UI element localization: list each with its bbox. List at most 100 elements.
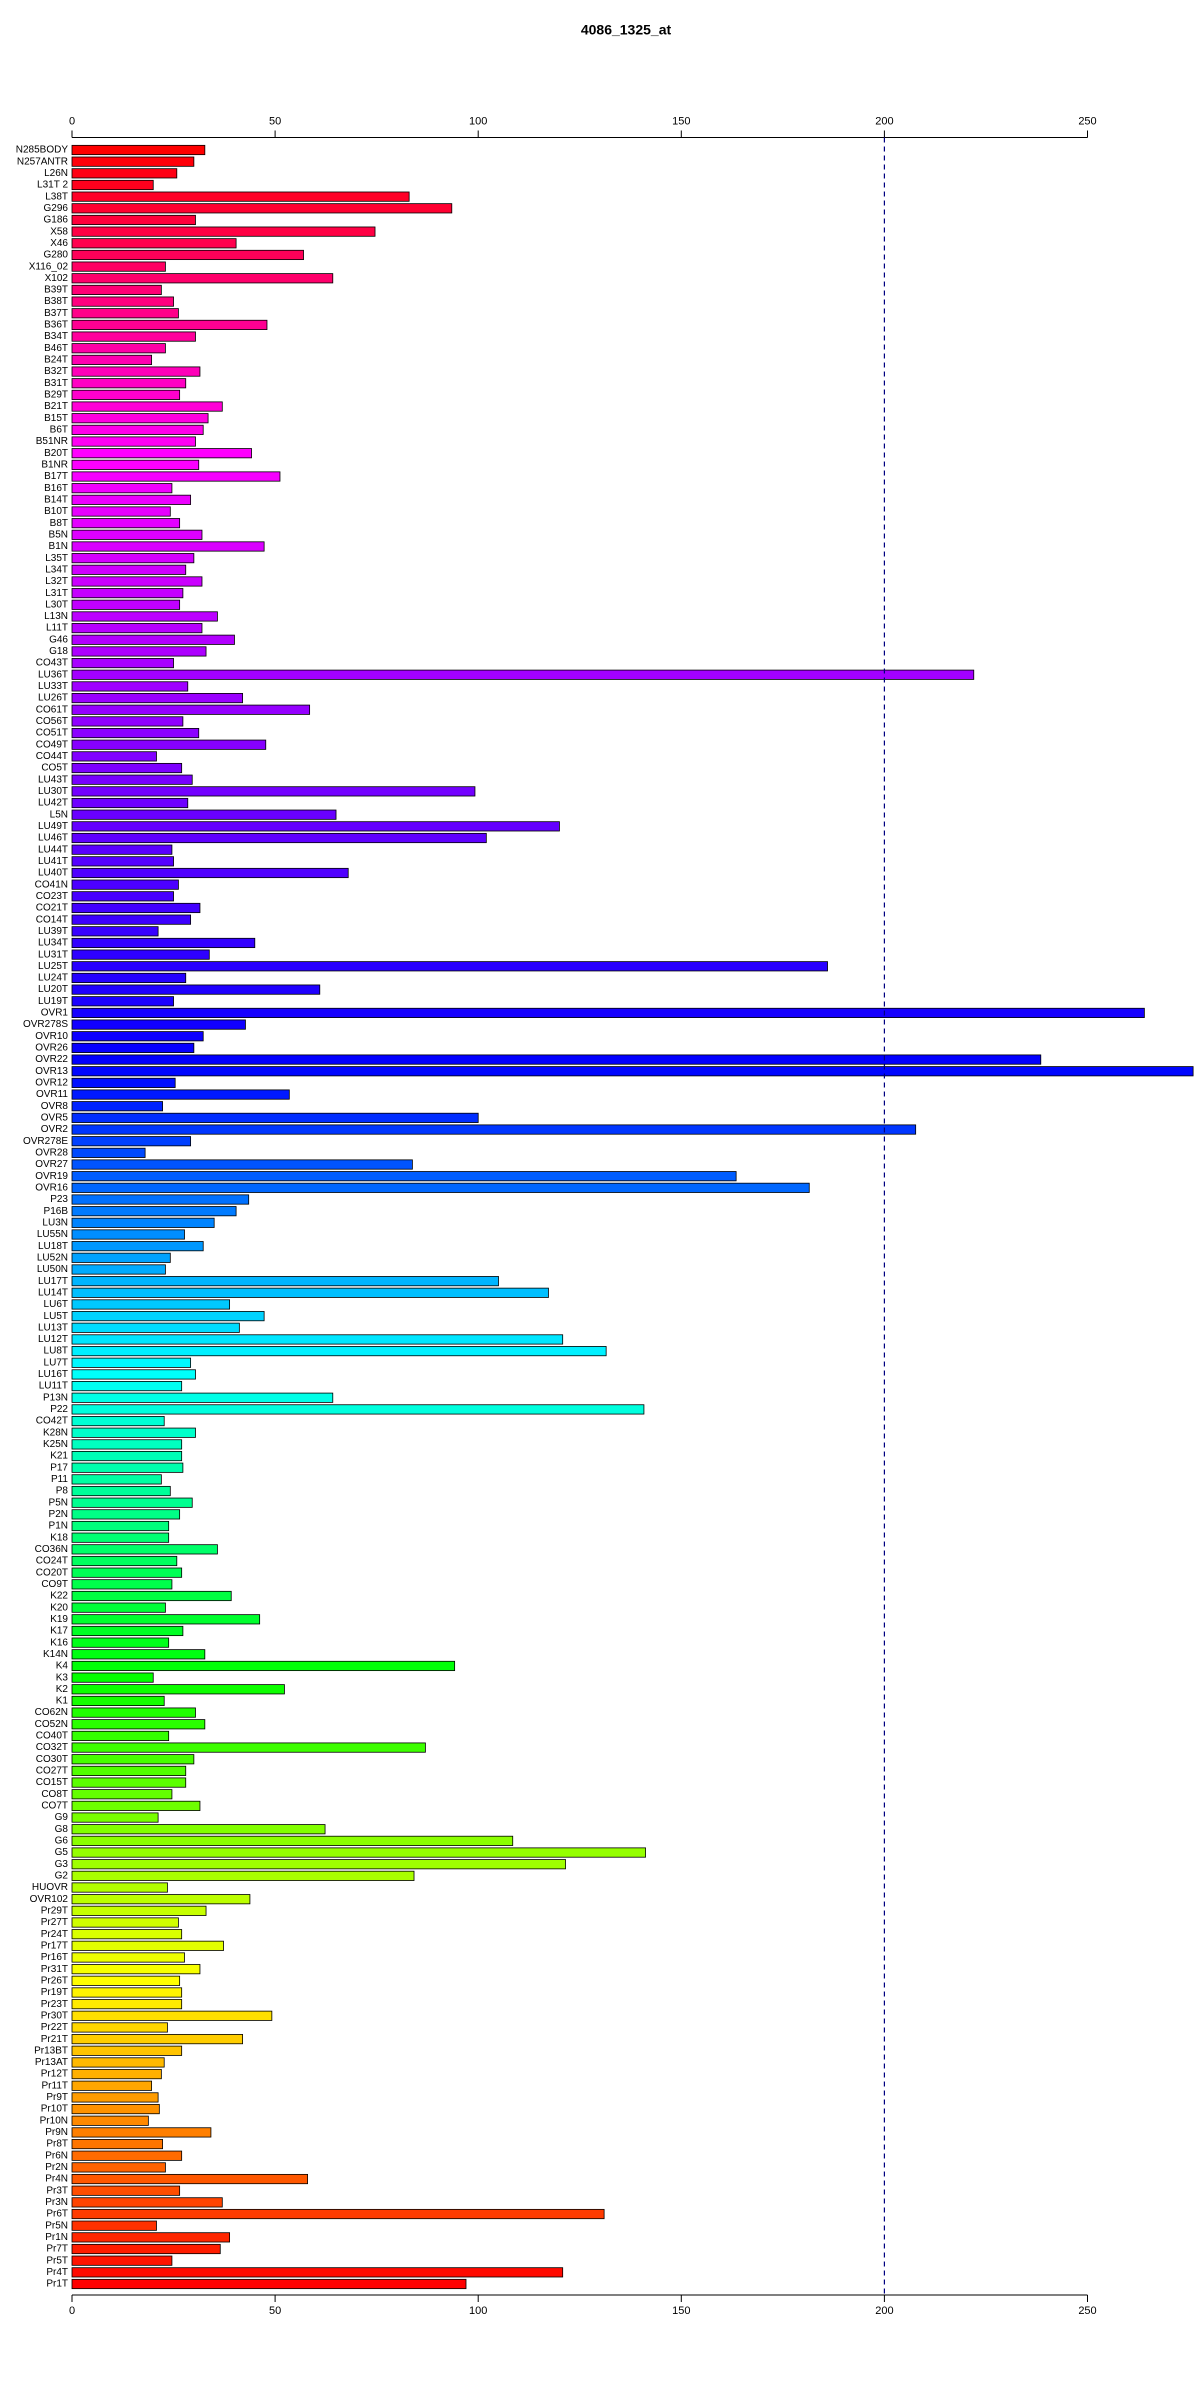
bar (71, 1136, 192, 1147)
y-tick-label: Pr8T (46, 2139, 68, 2150)
bar (71, 2057, 165, 2068)
y-tick-label: P2N (49, 1509, 68, 1520)
y-tick-label: Pr11T (42, 2080, 69, 2091)
y-tick-label: CO41N (35, 879, 68, 890)
y-tick-label: LU55N (37, 1229, 68, 1240)
bar (71, 1555, 178, 1567)
bar (71, 144, 206, 156)
y-tick-label: L11T (46, 623, 68, 634)
bar (71, 1625, 184, 1637)
bar (71, 716, 184, 727)
y-tick-label: Pr31T (41, 1964, 68, 1975)
y-tick-label: P5N (49, 1497, 68, 1508)
y-tick-label: CO32T (36, 1742, 68, 1753)
bar (71, 564, 187, 575)
y-tick-label: LU36T (38, 669, 68, 680)
y-tick-label: Pr9N (45, 2127, 68, 2138)
bar (71, 2080, 153, 2091)
bar (71, 1007, 1145, 1018)
bar (71, 821, 560, 832)
bar (71, 413, 209, 424)
bar (71, 1567, 183, 1578)
y-tick-label: B6T (50, 425, 68, 436)
y-tick-label: B38T (44, 296, 68, 307)
y-tick-label: Pr13BT (34, 2045, 68, 2056)
y-tick-label: LU49T (38, 821, 68, 832)
bar (71, 541, 265, 552)
bar (71, 1311, 265, 1322)
bar (71, 693, 244, 704)
bar (71, 1031, 204, 1042)
y-tick-label: Pr4N (45, 2174, 68, 2185)
y-tick-label: LU34T (38, 938, 68, 949)
y-tick-label: Pr10T (41, 2104, 68, 2115)
bar (71, 704, 311, 715)
bar (71, 308, 179, 319)
y-tick-label: B15T (44, 413, 68, 424)
y-tick-label: B34T (44, 331, 68, 342)
y-tick-label: L31T (45, 588, 68, 599)
bar (71, 1999, 183, 2010)
y-tick-label: CO27T (36, 1766, 68, 1777)
bar (71, 1590, 232, 1602)
bar (71, 1614, 261, 1625)
y-tick-label: OVR1 (41, 1008, 69, 1019)
bar (71, 1182, 810, 1193)
bar (71, 1357, 192, 1368)
y-tick-label: G2 (55, 1870, 69, 1881)
y-tick-label: Pr17T (41, 1940, 68, 1951)
y-tick-label: K25N (43, 1439, 68, 1450)
y-tick-label: P13N (43, 1392, 68, 1403)
bar (71, 1660, 456, 1672)
bar (71, 296, 174, 307)
y-tick-label: OVR16 (35, 1182, 68, 1193)
bar (71, 1940, 224, 1951)
y-tick-label: Pr13AT (35, 2057, 68, 2068)
y-tick-label: L26N (44, 168, 68, 179)
y-tick-label: G296 (44, 203, 69, 214)
bar (71, 168, 178, 179)
bar (71, 669, 975, 680)
y-tick-label: B17T (44, 471, 68, 482)
bar (71, 972, 187, 984)
bar (71, 1054, 1042, 1065)
y-tick-label: L38T (45, 191, 68, 202)
bar (71, 1404, 645, 1415)
bar (71, 1066, 1194, 1077)
bar (71, 1206, 237, 1217)
x-tick-label: 250 (1078, 115, 1096, 127)
bar (71, 1287, 549, 1298)
bar (71, 156, 195, 167)
bar (71, 1252, 171, 1263)
y-tick-label: LU7T (44, 1357, 68, 1368)
y-tick-label: CO42T (36, 1416, 68, 1427)
bar (71, 727, 200, 739)
bar (71, 1684, 285, 1695)
y-tick-label: X46 (50, 238, 68, 249)
bar (71, 191, 410, 202)
bar (71, 1241, 204, 1252)
y-tick-label: B1N (49, 541, 68, 552)
y-tick-label: CO49T (36, 739, 68, 750)
y-tick-label: LU33T (38, 681, 68, 692)
bar (71, 1602, 166, 1613)
y-tick-label: OVR12 (35, 1078, 68, 1089)
bar (71, 1450, 183, 1462)
y-tick-label: CO8T (41, 1789, 68, 1800)
y-tick-label: G9 (55, 1812, 69, 1823)
bar (71, 1672, 154, 1683)
y-tick-label: G3 (55, 1859, 69, 1870)
y-tick-label: Pr12T (41, 2069, 68, 2080)
y-tick-label: CO52N (35, 1719, 68, 1730)
y-tick-label: G5 (55, 1847, 69, 1858)
bar (71, 1544, 218, 1555)
bar (71, 1462, 184, 1473)
y-tick-label: Pr5T (46, 2255, 68, 2266)
bar (71, 214, 196, 226)
y-tick-label: G18 (49, 646, 68, 657)
bar (71, 1859, 566, 1870)
bar (71, 506, 171, 517)
bar (71, 1159, 413, 1170)
bar (71, 424, 204, 435)
y-tick-label: LU31T (38, 949, 68, 960)
